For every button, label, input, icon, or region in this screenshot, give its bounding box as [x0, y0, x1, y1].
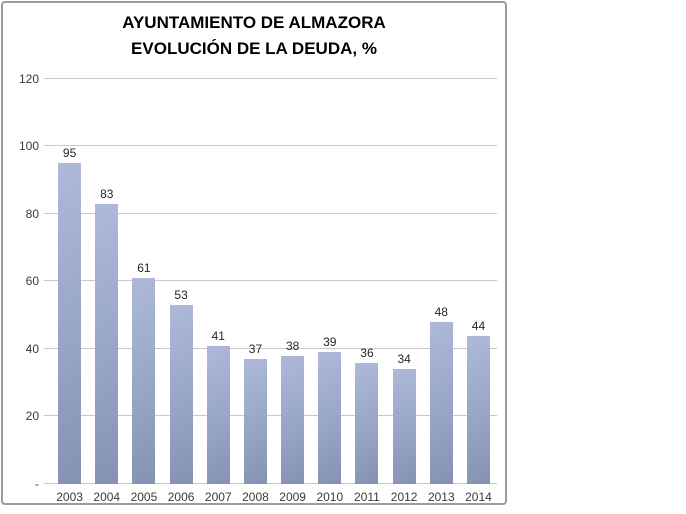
bar-value-label: 41	[211, 328, 225, 343]
y-tick-mark	[44, 348, 51, 349]
x-tick-label: 2008	[242, 490, 269, 504]
x-tick-label: 2012	[390, 490, 418, 504]
bar-value-label: 39	[323, 335, 337, 350]
x-tick-label: 2004	[93, 490, 121, 504]
bars-layer: 95 83 61 53 41 37 38 39 36 34 48 44	[51, 79, 497, 484]
y-gridline	[51, 483, 497, 484]
y-tick-label: 100	[18, 139, 39, 153]
y-gridline	[51, 415, 497, 416]
y-tick-mark	[44, 415, 51, 416]
bar-slot: 38	[274, 79, 311, 484]
y-tick-mark	[44, 483, 51, 484]
chart-title-line-1: AYUNTAMIENTO DE ALMAZORA	[122, 13, 386, 32]
bar-2011	[355, 362, 379, 484]
x-tick-label: 2009	[279, 490, 306, 504]
x-axis: 2003 2004 2005 2006 2007 2008 2009 2010 2011 2012…	[51, 490, 497, 504]
y-gridline	[51, 145, 497, 146]
bar-slot: 53	[163, 79, 200, 484]
bar-slot: 48	[423, 79, 460, 484]
bar-slot: 39	[311, 79, 348, 484]
y-tick-label: 60	[25, 274, 39, 288]
bar-value-label: 61	[137, 261, 151, 276]
y-tick-mark	[44, 213, 51, 214]
chart-title: AYUNTAMIENTO DE ALMAZORA EVOLUCIÓN DE LA…	[3, 10, 505, 61]
y-gridline	[51, 280, 497, 281]
x-tick-label: 2011	[354, 490, 380, 504]
bar-2014	[466, 335, 490, 484]
chart-title-line-2: EVOLUCIÓN DE LA DEUDA, %	[131, 38, 377, 58]
y-tick-label: 120	[18, 72, 39, 86]
y-tick-mark	[44, 145, 51, 146]
bar-value-label: 34	[397, 352, 411, 367]
bar-value-label: 48	[434, 305, 448, 319]
bar-value-label: 38	[285, 338, 300, 353]
bar-2013	[429, 322, 453, 484]
y-gridline	[51, 78, 497, 79]
x-tick-label: 2006	[167, 490, 195, 504]
chart-frame: AYUNTAMIENTO DE ALMAZORA EVOLUCIÓN DE LA…	[1, 1, 507, 505]
x-tick-label: 2005	[130, 490, 158, 504]
bar-value-label: 83	[100, 186, 114, 201]
bar-value-label: 44	[471, 318, 486, 333]
bar-2006	[169, 305, 193, 484]
x-tick-label: 2003	[56, 490, 83, 504]
bar-2008	[243, 359, 267, 484]
bar-slot: 37	[237, 79, 274, 484]
plot-area: 95 83 61 53 41 37 38 39 36 34 48 44	[44, 78, 497, 484]
bar-2004	[95, 203, 119, 484]
bar-2005	[132, 278, 156, 484]
x-tick-label: 2014	[465, 490, 492, 504]
y-tick-mark	[44, 78, 51, 79]
y-gridline	[51, 213, 497, 214]
bar-2010	[318, 352, 342, 484]
y-tick-label: 20	[25, 409, 39, 423]
bar-2003	[58, 163, 82, 484]
y-tick-label: 80	[25, 207, 39, 221]
bar-slot: 95	[51, 79, 88, 484]
x-tick-label: 2007	[204, 490, 232, 504]
bar-slot: 44	[460, 79, 497, 484]
y-tick-mark	[44, 280, 51, 281]
bar-value-label: 36	[360, 345, 374, 360]
bar-value-label: 53	[174, 288, 188, 303]
y-gridline	[51, 348, 497, 349]
x-tick-label: 2013	[427, 490, 455, 504]
y-tick-label: 40	[25, 342, 39, 356]
bar-value-label: 95	[62, 146, 77, 161]
bar-slot: 36	[348, 79, 385, 484]
bar-2009	[281, 355, 305, 484]
bar-value-label: 37	[248, 342, 263, 357]
bar-2012	[392, 369, 416, 484]
bar-2007	[206, 345, 230, 484]
bar-slot: 41	[200, 79, 237, 484]
bar-slot: 61	[125, 79, 162, 484]
bar-slot: 34	[386, 79, 423, 484]
bar-slot: 83	[88, 79, 125, 484]
y-tick-label: -	[35, 477, 39, 491]
y-axis: - 20 40 60 80 100 120	[5, 72, 43, 491]
x-tick-label: 2010	[316, 490, 344, 504]
